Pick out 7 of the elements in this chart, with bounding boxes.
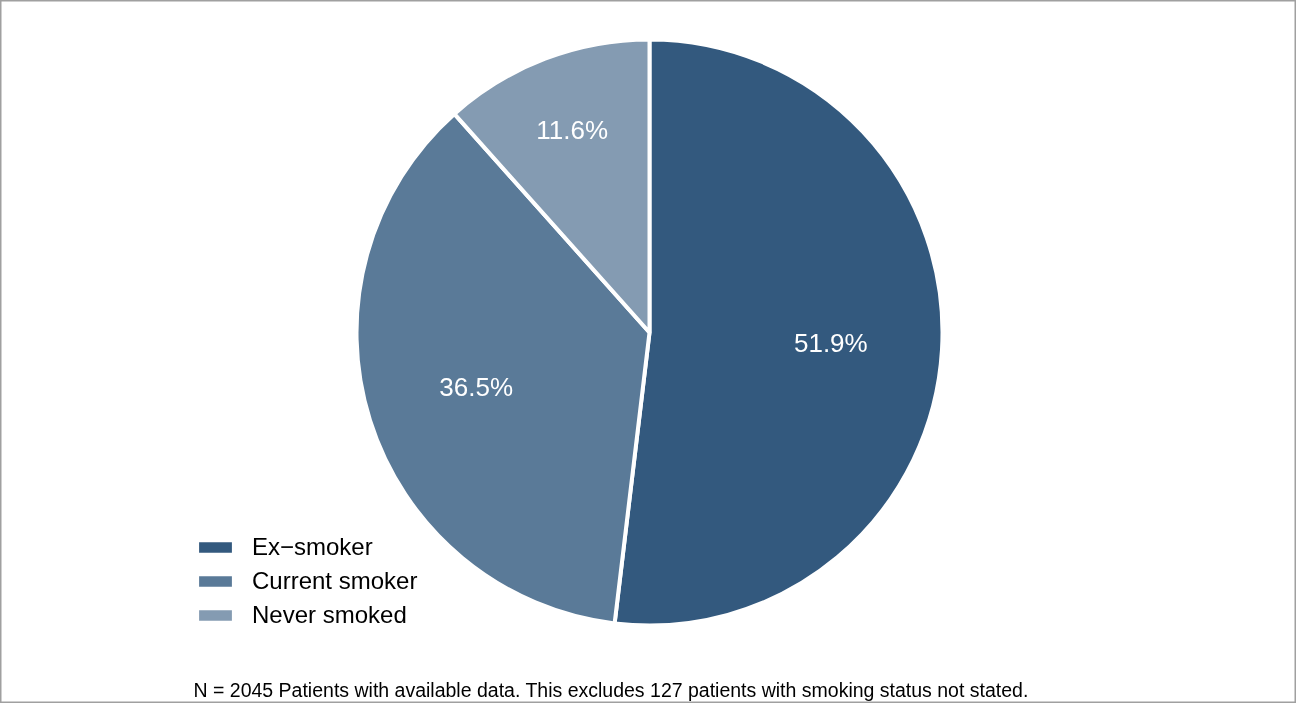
text: N = 2045 Patients with available data. This excludes 127 patients with smoking status not stated. — [193, 678, 1029, 701]
legend-label: Ex−smoker — [252, 533, 373, 561]
legend-label: Never smoked — [252, 601, 407, 629]
data-label: 11.6% — [536, 114, 609, 145]
data-label: 51.9% — [793, 328, 868, 359]
legend-label: Current smoker — [252, 567, 418, 595]
data-label: 36.5% — [439, 372, 514, 403]
